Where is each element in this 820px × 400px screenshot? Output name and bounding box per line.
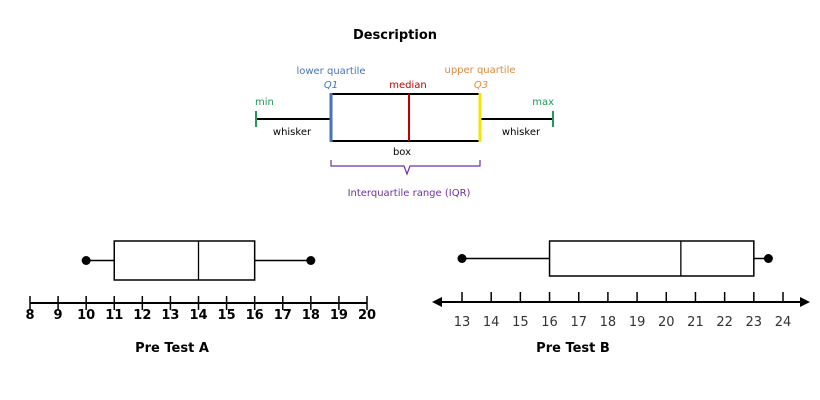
tick-label: 19 (330, 308, 348, 323)
tick-label: 17 (274, 308, 292, 323)
tick-label: 20 (658, 315, 675, 330)
median-label: median (389, 80, 427, 91)
tick-label: 13 (454, 315, 471, 330)
upper-quartile-label: upper quartile (444, 65, 515, 76)
description-title: Description (353, 28, 437, 43)
max-point (763, 254, 773, 263)
right-arrow-icon (800, 297, 810, 307)
tick-label: 16 (246, 308, 264, 323)
tick-label: 15 (218, 308, 236, 323)
chart-title: Pre Test A (135, 341, 209, 356)
tick-label: 18 (600, 315, 617, 330)
tick-label: 18 (302, 308, 320, 323)
lower-quartile-label: lower quartile (296, 66, 365, 77)
chart-title: Pre Test B (536, 341, 610, 356)
tick-label: 14 (483, 315, 500, 330)
tick-label: 14 (189, 308, 207, 323)
description-diagram: Description lower quartile Q1 median upp… (255, 28, 554, 199)
max-point (306, 256, 316, 265)
q1-label: Q1 (324, 80, 338, 91)
tick-label: 15 (512, 315, 529, 330)
tick-label: 19 (629, 315, 646, 330)
whisker-right-label: whisker (502, 127, 541, 138)
box (548, 240, 755, 277)
tick-label: 12 (133, 308, 151, 323)
q3-label: Q3 (474, 80, 488, 91)
pre-test-a-chart: 8 9 10 11 12 13 14 15 16 17 18 19 20 Pre Test A (25, 240, 376, 356)
pre-test-b-chart: 13 14 15 16 17 18 19 20 21 22 23 24 Pre Test B (432, 240, 810, 356)
iqr-brace (330, 160, 481, 176)
iqr-label: Interquartile range (IQR) (348, 188, 471, 199)
tick-label: 10 (77, 308, 95, 323)
tick-label: 11 (105, 308, 123, 323)
tick-label: 20 (358, 308, 376, 323)
box (113, 240, 256, 281)
tick-label: 17 (570, 315, 587, 330)
max-label: max (532, 97, 554, 108)
tick-label: 13 (161, 308, 179, 323)
tick-label: 21 (687, 315, 704, 330)
box-label: box (393, 147, 411, 158)
tick-label: 23 (746, 315, 763, 330)
tick-label: 16 (541, 315, 558, 330)
min-point (81, 256, 91, 265)
whisker-left-label: whisker (273, 127, 312, 138)
tick-label: 8 (25, 308, 34, 323)
min-label: min (255, 97, 274, 108)
min-point (457, 254, 467, 263)
tick-label: 9 (54, 308, 63, 323)
tick-label: 22 (716, 315, 733, 330)
left-arrow-icon (432, 297, 442, 307)
tick-label: 24 (775, 315, 792, 330)
